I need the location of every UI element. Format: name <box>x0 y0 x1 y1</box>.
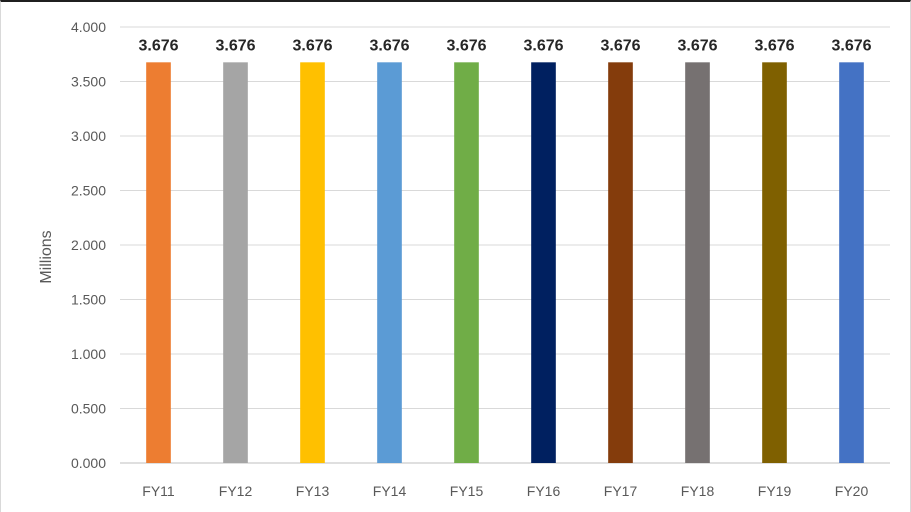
x-tick-label: FY18 <box>681 483 715 499</box>
data-label-fy15: 3.676 <box>446 37 486 54</box>
y-tick-label: 3.000 <box>71 128 106 144</box>
y-axis-title: Millions <box>38 230 55 283</box>
bar-fy11 <box>146 62 171 463</box>
x-tick-label: FY16 <box>527 483 561 499</box>
data-label-fy17: 3.676 <box>600 37 640 54</box>
y-tick-label: 3.500 <box>71 74 106 90</box>
bar-fy17 <box>608 62 633 463</box>
bar-fy14 <box>377 62 402 463</box>
data-label-fy12: 3.676 <box>215 37 255 54</box>
bar-fy15 <box>454 62 479 463</box>
gridlines <box>120 26 890 464</box>
data-label-fy19: 3.676 <box>754 37 794 54</box>
bar-fy18 <box>685 62 710 463</box>
x-axis-ticks: FY11 FY12 FY13 FY14 FY15 FY16 FY17 FY18 FY19 FY20 <box>142 483 868 499</box>
y-axis-ticks: 0.000 0.500 1.000 1.500 2.000 2.500 3.000 3.500… <box>71 19 106 471</box>
data-label-fy16: 3.676 <box>523 37 563 54</box>
data-labels: 3.676 3.676 3.676 3.676 3.676 3.676 3.676 3.676… <box>138 37 871 54</box>
x-tick-label: FY20 <box>835 483 869 499</box>
data-label-fy20: 3.676 <box>831 37 871 54</box>
y-tick-label: 1.500 <box>71 292 106 308</box>
y-tick-label: 0.500 <box>71 401 106 417</box>
x-tick-label: FY19 <box>758 483 792 499</box>
bar-fy12 <box>223 62 248 463</box>
bar-fy20 <box>839 62 864 463</box>
x-tick-label: FY14 <box>373 483 407 499</box>
bar-fy19 <box>762 62 787 463</box>
bars <box>146 62 864 463</box>
x-tick-label: FY12 <box>219 483 253 499</box>
x-tick-label: FY15 <box>450 483 484 499</box>
data-label-fy14: 3.676 <box>369 37 409 54</box>
y-tick-label: 1.000 <box>71 346 106 362</box>
data-label-fy11: 3.676 <box>138 37 178 54</box>
y-tick-label: 0.000 <box>71 455 106 471</box>
data-label-fy13: 3.676 <box>292 37 332 54</box>
y-tick-label: 2.000 <box>71 237 106 253</box>
y-tick-label: 4.000 <box>71 19 106 35</box>
y-tick-label: 2.500 <box>71 183 106 199</box>
bar-fy16 <box>531 62 556 463</box>
bar-fy13 <box>300 62 325 463</box>
x-tick-label: FY11 <box>142 483 175 499</box>
data-label-fy18: 3.676 <box>677 37 717 54</box>
x-tick-label: FY13 <box>296 483 330 499</box>
x-tick-label: FY17 <box>604 483 638 499</box>
